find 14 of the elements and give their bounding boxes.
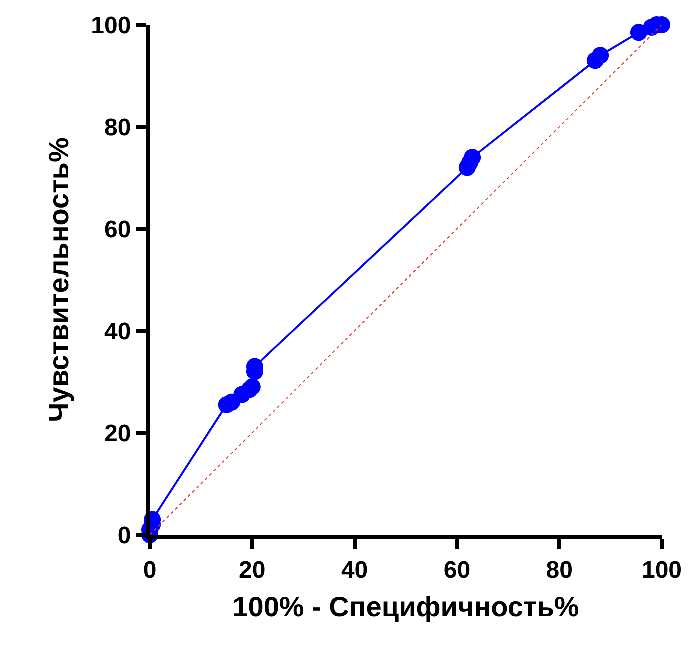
x-tick-label: 20 bbox=[239, 556, 266, 584]
y-tick-label: 40 bbox=[104, 318, 132, 346]
y-tick-label: 100 bbox=[91, 12, 132, 40]
x-tick-label: 0 bbox=[143, 556, 157, 584]
x-tick-label: 80 bbox=[546, 556, 573, 584]
x-axis-title: 100% - Специфичность% bbox=[232, 591, 580, 622]
x-tick-label: 40 bbox=[341, 556, 368, 584]
y-axis-title: Чувствительность% bbox=[43, 138, 74, 422]
y-tick-label: 60 bbox=[104, 216, 132, 244]
x-tick-label: 60 bbox=[444, 556, 471, 584]
y-tick-label: 80 bbox=[104, 114, 132, 142]
y-tick-label: 0 bbox=[118, 522, 132, 550]
y-tick-label: 20 bbox=[104, 420, 132, 448]
x-tick-label: 100 bbox=[642, 556, 682, 584]
